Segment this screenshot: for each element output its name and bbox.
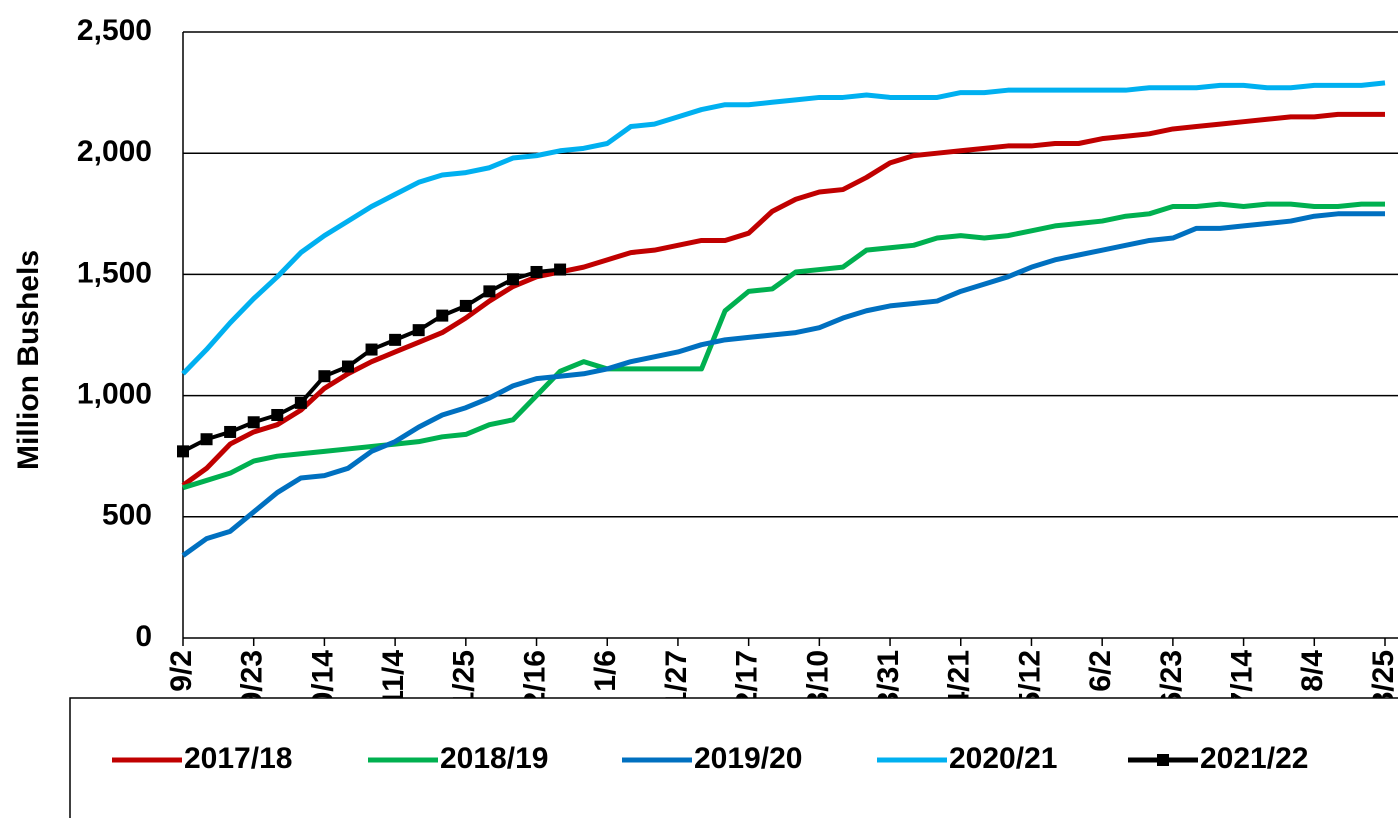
y-tick-label: 500 (102, 499, 152, 532)
series-marker (459, 299, 472, 312)
y-tick-label: 2,500 (77, 14, 152, 47)
series-marker (436, 309, 449, 322)
series-line (182, 201, 1385, 491)
legend-label: 2019/20 (694, 742, 802, 775)
series-marker (224, 425, 237, 438)
legend-label: 2021/22 (1200, 742, 1308, 775)
series-marker (294, 396, 307, 409)
y-axis-label: Million Bushels (12, 250, 45, 470)
legend-marker (1157, 754, 1169, 766)
legend-label: 2020/21 (949, 742, 1057, 775)
legend-label: 2017/18 (184, 742, 292, 775)
series-line (181, 80, 1386, 376)
series-marker (412, 324, 425, 337)
x-tick-label: 1/6 (589, 650, 622, 692)
series-marker (530, 265, 543, 278)
series-marker (247, 416, 260, 429)
series-line (181, 211, 1385, 558)
y-tick-label: 1,500 (77, 256, 152, 289)
series-marker (200, 433, 213, 446)
series-line (181, 111, 1385, 488)
series-marker (271, 408, 284, 421)
series-marker (177, 445, 189, 458)
series-marker (341, 360, 354, 373)
y-tick-label: 0 (135, 620, 152, 653)
y-tick-label: 1,000 (77, 378, 152, 411)
series-marker (318, 370, 331, 383)
series-marker (554, 263, 567, 276)
x-tick-label: 8/4 (1296, 650, 1329, 692)
x-tick-label: 11/4 (377, 650, 410, 707)
series-marker (389, 333, 402, 346)
legend-label: 2018/19 (440, 742, 548, 775)
y-tick-label: 2,000 (77, 135, 152, 168)
series-marker (365, 343, 378, 356)
x-tick-label: 6/2 (1084, 650, 1117, 692)
series-marker (506, 273, 519, 286)
series-marker (483, 285, 496, 298)
x-tick-label: 9/2 (165, 650, 198, 692)
